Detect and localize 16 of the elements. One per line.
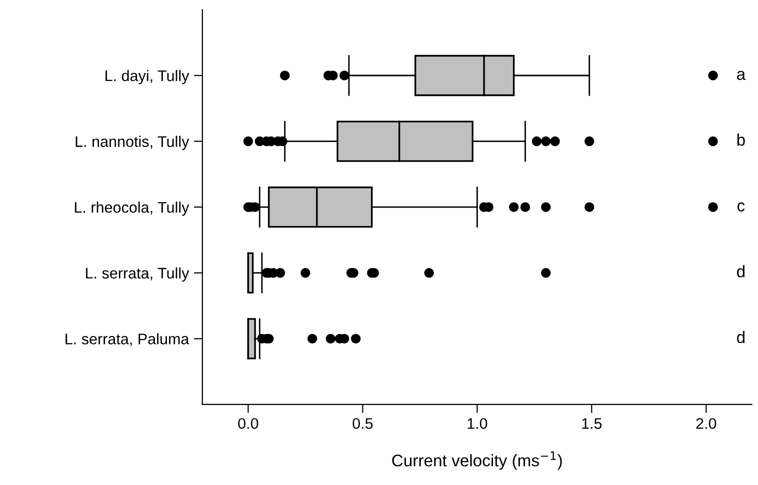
x-tick-label: 0.5 [352,418,373,429]
x-tick-label: 1.5 [582,418,602,429]
y-tick-label: L. nannotis, Tully [76,136,190,150]
annotation: a [737,70,746,80]
x-tick-label: 2.0 [696,418,716,429]
x-tick-label: 1.0 [468,418,488,429]
x-tick-label: 0.0 [238,418,258,429]
annotation: d [737,265,745,278]
y-tick-label: L. serrata, Paluma [66,333,190,346]
annotation: c [737,202,745,212]
y-tick-label: L. serrata, Tully [86,267,190,282]
x-axis-title: Current velocity (ms$^{−1}$) [392,451,562,470]
annotation: b [737,134,745,146]
y-tick-label: L. dayi, Tully [106,70,190,84]
annotation: d [737,330,745,344]
y-tick-label: L. rheocola, Tully [74,202,190,216]
